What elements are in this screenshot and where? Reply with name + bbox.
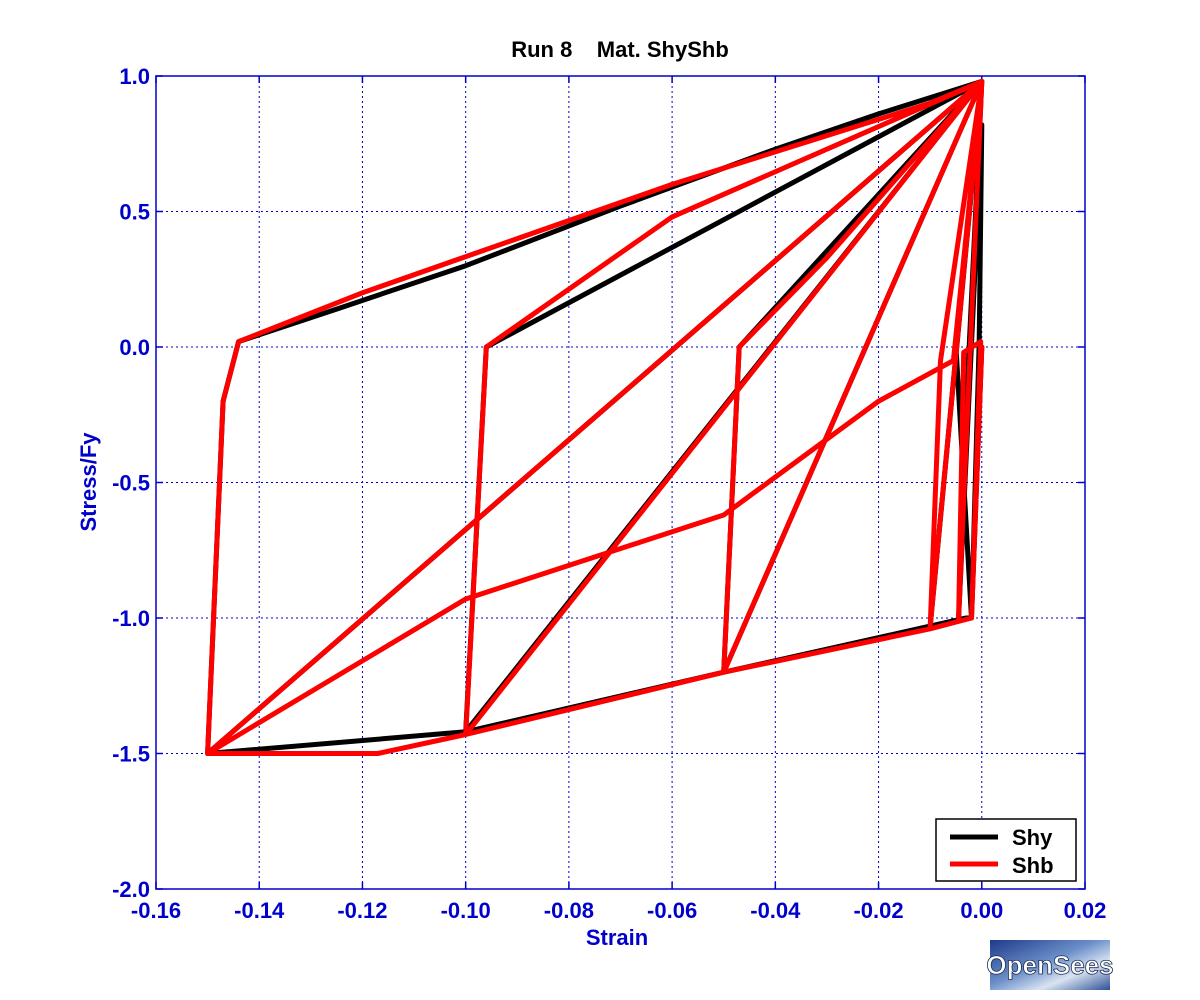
y-tick-label: -1.0 xyxy=(112,606,150,631)
y-axis-label: Stress/Fy xyxy=(76,432,101,532)
data-series xyxy=(205,78,985,756)
x-tick-label: -0.08 xyxy=(544,898,594,923)
y-tick-label: -0.5 xyxy=(112,471,150,496)
x-tick-label: 0.00 xyxy=(960,898,1003,923)
y-tick-label: 1.0 xyxy=(119,64,150,89)
y-tick-label: 0.5 xyxy=(119,200,150,225)
x-tick-label: -0.10 xyxy=(441,898,491,923)
x-tick-label: -0.02 xyxy=(853,898,903,923)
legend-label-shy: Shy xyxy=(1012,825,1053,850)
opensees-logo: OpenSees xyxy=(986,940,1114,990)
x-tick-label: -0.04 xyxy=(750,898,801,923)
x-tick-label: -0.12 xyxy=(337,898,387,923)
y-tick-label: 0.0 xyxy=(119,335,150,360)
legend-box xyxy=(935,818,1077,882)
logo-text: OpenSees xyxy=(986,950,1113,980)
x-tick-label: -0.06 xyxy=(647,898,697,923)
series-line-shb xyxy=(205,78,985,756)
x-tick-label: -0.16 xyxy=(131,898,181,923)
legend: Shy Shb xyxy=(935,818,1077,882)
x-tick-label: 0.02 xyxy=(1064,898,1107,923)
x-tick-label: -0.14 xyxy=(234,898,285,923)
chart-title: Run 8 Mat. ShyShb xyxy=(511,37,729,62)
legend-label-shb: Shb xyxy=(1012,853,1054,878)
x-axis-label: Strain xyxy=(586,925,648,950)
y-tick-label: -1.5 xyxy=(112,742,150,767)
y-tick-label: -2.0 xyxy=(112,877,150,902)
tick-labels: -0.16 -0.14 -0.12 -0.10 -0.08 -0.06 -0.04 -0.02… xyxy=(112,64,1106,923)
logo-background xyxy=(990,940,1110,990)
